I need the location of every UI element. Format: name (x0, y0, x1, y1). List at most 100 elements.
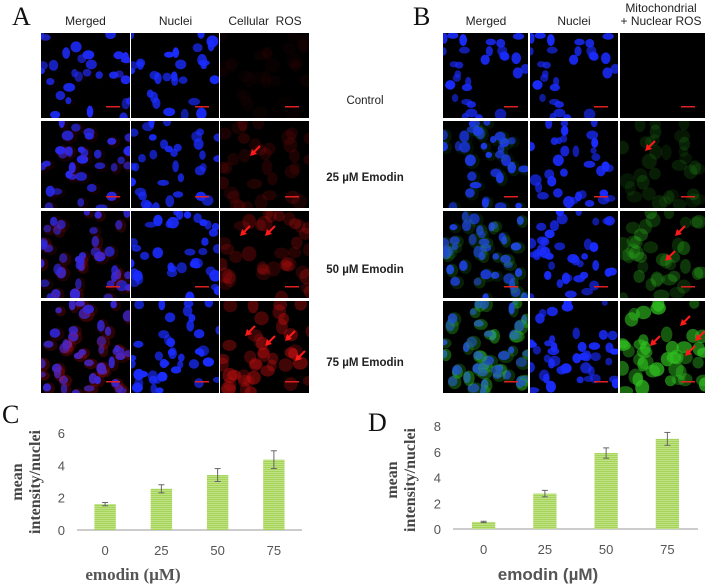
micrograph-b-nuclei-1 (530, 121, 618, 208)
arrow-icon (265, 225, 276, 236)
x-tick-label: 75 (660, 542, 674, 557)
arrow-icon (250, 145, 261, 156)
x-tick-label: 75 (267, 543, 281, 558)
micrograph-a-merged-2 (41, 211, 130, 298)
y-axis-title-line2: intensity/nuclei (27, 429, 44, 534)
micrograph-a-ros-0 (220, 33, 309, 118)
bar-50 (594, 453, 618, 529)
bar-0 (471, 521, 496, 529)
micrograph-b-nuclei-2 (530, 211, 618, 298)
y-axis-title-line2: intensity/nuclei (402, 427, 419, 532)
micrograph-b-nuclei-0 (530, 33, 618, 118)
bar-chart-d: 0 2 4 6 8 0 25 50 75 emodin (µM) mean intensity/nuc… (384, 419, 698, 584)
micrograph-a-ros-2 (220, 211, 309, 298)
y-tick-label: 2 (434, 496, 441, 511)
scale-bar (681, 196, 695, 198)
bar-50 (206, 475, 229, 530)
scale-bar (285, 106, 299, 108)
micrograph-a-merged-3 (41, 301, 130, 393)
x-tick-label: 0 (480, 542, 487, 557)
panel-label-a: A (12, 2, 31, 31)
column-header-b-merged: Merged (465, 14, 507, 28)
y-tick-label: 4 (434, 471, 441, 486)
micrograph-b-merged-1 (443, 121, 528, 208)
arrow-icon (685, 345, 696, 356)
scale-bar (504, 106, 518, 108)
scale-bar (594, 286, 608, 288)
x-tick-label: 0 (102, 543, 109, 558)
scale-bar (106, 196, 120, 198)
bar-75 (655, 438, 680, 529)
micrograph-b-ros-0 (620, 33, 705, 118)
micrograph-a-nuclei-3 (131, 301, 219, 393)
scale-bar (106, 286, 120, 288)
micrograph-a-merged-1 (41, 121, 130, 208)
micrograph-a-nuclei-1 (131, 121, 219, 208)
scale-bar (195, 381, 209, 383)
condition-label-50: 50 µM Emodin (326, 264, 404, 276)
y-axis-title-line1: mean (9, 463, 26, 500)
y-tick-label: 8 (434, 419, 441, 434)
x-tick-label: 50 (599, 542, 613, 557)
scale-bar (285, 286, 299, 288)
arrow-icon (245, 325, 256, 336)
micrograph-a-ros-1 (220, 121, 309, 208)
panel-label-c: C (2, 400, 20, 429)
arrow-icon (680, 315, 691, 326)
micrograph-b-merged-0 (443, 33, 528, 118)
micrograph-b-merged-3 (443, 301, 528, 393)
scale-bar (106, 106, 120, 108)
micrograph-b-merged-2 (443, 211, 528, 298)
micrograph-b-ros-3 (620, 301, 705, 393)
scale-bar (195, 286, 209, 288)
scale-bar (594, 196, 608, 198)
micrograph-b-nuclei-3 (530, 301, 618, 393)
bar-0 (94, 504, 116, 530)
arrow-icon (650, 335, 661, 346)
arrow-icon (645, 140, 656, 151)
y-tick-label: 6 (434, 445, 441, 460)
column-header-b-ros-line2: + Nuclear ROS (620, 14, 702, 28)
arrow-icon (695, 330, 705, 341)
micrograph-b-ros-1 (620, 121, 705, 208)
scale-bar (594, 381, 608, 383)
micrograph-a-ros-3 (220, 301, 309, 393)
x-tick-label: 25 (538, 542, 552, 557)
column-header-b-ros-line1: Mitochondrial (625, 1, 697, 15)
column-header-a-ros: Cellular ROS (228, 14, 302, 28)
arrow-icon (675, 225, 686, 236)
y-tick-label: 4 (58, 458, 65, 473)
x-axis-title: emodin (µM) (498, 565, 598, 584)
y-tick-label: 2 (58, 491, 65, 506)
scale-bar (106, 381, 120, 383)
micrograph-b-ros-2 (620, 211, 705, 298)
bar-25 (150, 488, 173, 530)
y-tick-label: 0 (58, 523, 65, 538)
condition-label-75: 75 µM Emodin (326, 357, 404, 369)
y-tick-label: 6 (58, 426, 65, 441)
bar-25 (533, 493, 557, 529)
column-header-a-merged: Merged (65, 14, 106, 28)
scale-bar (594, 106, 608, 108)
scale-bar (504, 381, 518, 383)
column-header-b-ros: Mitochondrial + Nuclear ROS (612, 2, 710, 28)
column-header-b-nuclei: Nuclei (557, 14, 591, 28)
scale-bar (681, 286, 695, 288)
panel-label-d: D (368, 408, 387, 437)
bar-75 (263, 459, 285, 530)
arrow-icon (285, 330, 296, 341)
scale-bar (285, 381, 299, 383)
y-axis-title-line1: mean (384, 461, 401, 498)
condition-label-25: 25 µM Emodin (326, 172, 404, 184)
panel-label-b: B (413, 2, 431, 31)
micrograph-a-nuclei-0 (131, 33, 219, 118)
scale-bar (681, 381, 695, 383)
scale-bar (681, 106, 695, 108)
scale-bar (504, 196, 518, 198)
column-header-a-nuclei: Nuclei (158, 14, 193, 28)
scale-bar (504, 286, 518, 288)
scale-bar (285, 196, 299, 198)
arrow-icon (665, 250, 676, 261)
x-tick-label: 50 (210, 543, 224, 558)
condition-label-control: Control (346, 95, 384, 107)
